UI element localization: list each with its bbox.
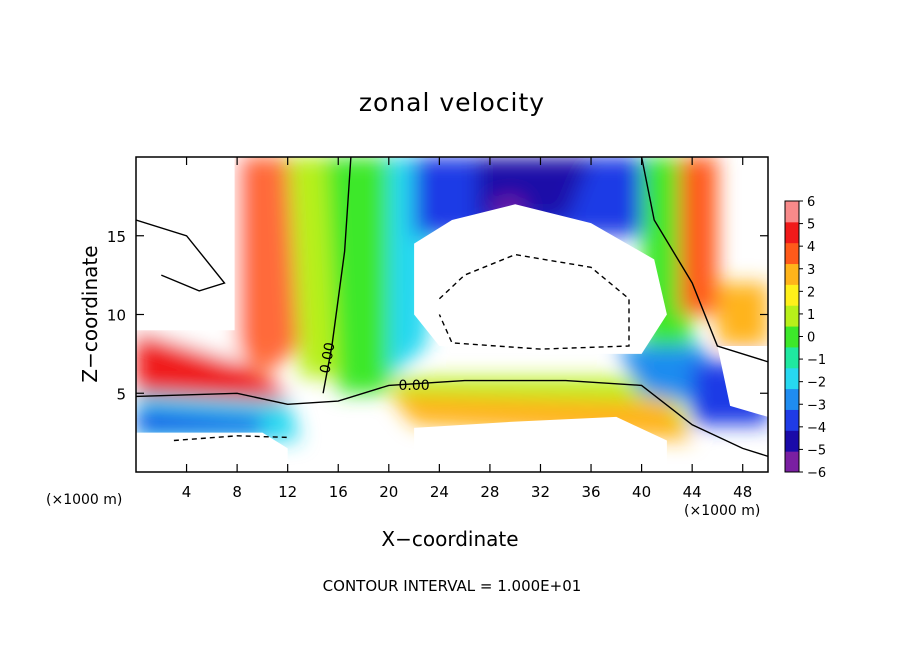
colorbar-swatch [785,242,799,265]
chart-title: zonal velocity [358,88,546,117]
y-tick-label: 5 [116,385,126,403]
x-tick-label: 28 [480,483,499,501]
blank-region-2 [414,204,667,354]
x-tick-label: 20 [379,483,398,501]
contour-zero-left [322,157,352,394]
band-blue-lowleft [136,409,263,433]
colorbar-swatch [785,409,799,431]
colorbar-swatch [785,451,799,473]
colorbar-tick-label: −4 [807,421,826,436]
x-unit-label-left: (×1000 m) [46,492,123,508]
band-green-center [325,157,389,394]
blank-region-4 [136,432,288,472]
colorbar-swatch [785,305,799,327]
contour-thin-upperleft [136,219,226,292]
x-tick-label: 8 [232,483,242,501]
colorbar-swatch [785,284,799,306]
x-tick-label: 16 [329,483,348,501]
x-axis-label: X−coordinate [381,527,519,551]
contour-label: 0.00 [317,341,338,374]
x-tick-label: 40 [632,483,651,501]
colorbar-tick-label: 4 [807,240,815,255]
band-red-lowleft [136,330,288,409]
band-blue-right [616,346,718,409]
colorbar-tick-label: −3 [807,398,826,413]
colorbar-swatch [785,430,799,452]
colorbar-tick-label: 1 [807,308,815,323]
band-red-left [237,157,301,378]
colorbar-tick-label: 3 [807,263,815,278]
x-tick-label: 12 [278,483,297,501]
colorbar-tick-label: −1 [807,353,826,368]
colorbar-tick-label: −2 [807,376,826,391]
contour-label: 0.00 [398,378,429,394]
x-tick-label: 48 [733,483,752,501]
colorbar-swatch [785,221,799,244]
contour-zero-right [640,157,768,363]
band-orange-right [717,283,768,346]
x-tick-label: 32 [531,483,550,501]
y-axis-label: Z−coordinate [78,245,102,383]
contour-interval-note: CONTOUR INTERVAL = 1.000E+01 [322,577,582,595]
x-unit-label-right: (×1000 m) [684,503,761,519]
x-tick-label: 44 [683,483,702,501]
blank-region-5 [717,346,768,417]
colorbar-swatch [785,263,799,285]
velocity-field [136,157,768,472]
contour-dashed-lowleft [173,435,288,442]
colorbar-tick-label: −6 [807,466,826,481]
colorbar-swatch [785,326,799,348]
band-red-right [679,157,718,315]
x-tick-label: 4 [182,483,192,501]
x-tick-label: 36 [581,483,600,501]
contour-zero-bottom [136,379,768,457]
colorbar-tick-label: 5 [807,218,815,233]
blank-region-3 [414,416,667,472]
colorbar-swatch [785,201,799,223]
colorbar-tick-label: 2 [807,285,815,300]
colorbar-swatch [785,346,799,369]
colorbar-tick-label: −5 [807,443,826,458]
colorbar-tick-label: 0 [807,331,815,346]
x-tick-label: 24 [430,483,449,501]
y-tick-label: 10 [107,307,126,325]
colorbar-tick-label: 6 [807,195,815,210]
blank-region-1 [136,157,235,331]
colorbar-swatch [785,388,799,410]
colorbar-swatch [785,367,799,390]
y-tick-label: 15 [107,228,126,246]
